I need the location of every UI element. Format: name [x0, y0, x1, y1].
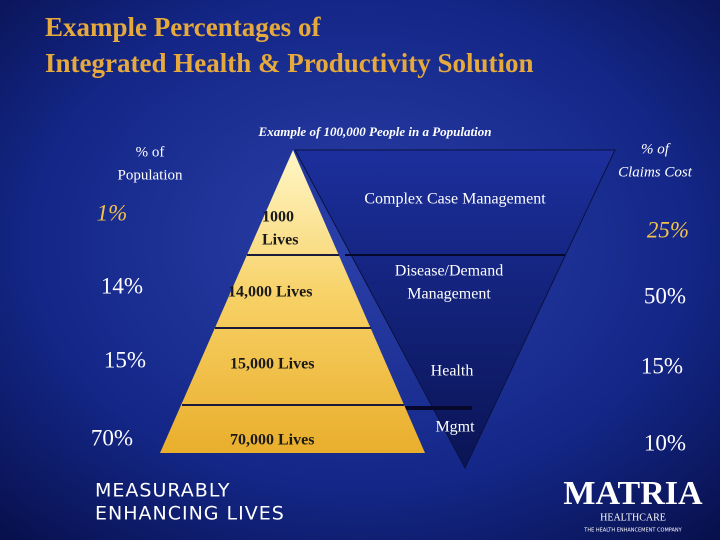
title-line: Example Percentages of	[45, 12, 321, 42]
program: Health	[431, 363, 474, 380]
population-header: Population	[117, 167, 183, 183]
program: Disease/Demand	[395, 263, 503, 280]
lives: 14,000 Lives	[228, 284, 312, 301]
claims-pct: 15%	[641, 353, 683, 378]
brand-tag: THE HEALTH ENHANCEMENT COMPANY	[583, 528, 682, 534]
population-pct: 15%	[104, 347, 146, 372]
lives: Lives	[262, 232, 298, 249]
population-pct: 70%	[91, 425, 133, 450]
title-line: Integrated Health & Productivity Solutio…	[45, 48, 534, 78]
program: Complex Case Management	[364, 191, 546, 208]
lives: 15,000 Lives	[230, 356, 314, 373]
claims-pct: 50%	[644, 283, 686, 308]
claims-header: Claims Cost	[618, 164, 693, 180]
cost-triangle	[294, 149, 616, 470]
tagline: ENHANCING LIVES	[95, 503, 285, 525]
brand: MATRIA	[563, 475, 703, 512]
program: Mgmt	[435, 419, 475, 436]
population-pct: 1%	[97, 200, 128, 225]
program: Management	[407, 286, 491, 303]
tagline: MEASURABLY	[95, 480, 231, 502]
lives: 70,000 Lives	[230, 432, 314, 449]
brand-sub: HEALTHCARE	[600, 512, 666, 523]
claims-pct: 10%	[644, 430, 686, 455]
population-pyramid	[160, 150, 425, 453]
claims-header: % of	[641, 141, 671, 157]
lives: 1000	[262, 209, 294, 226]
population-pct: 14%	[101, 273, 143, 298]
claims-pct: 25%	[647, 217, 689, 242]
population-header: % of	[136, 144, 165, 160]
subtitle: Example of 100,000 People in a Populatio…	[258, 124, 492, 139]
